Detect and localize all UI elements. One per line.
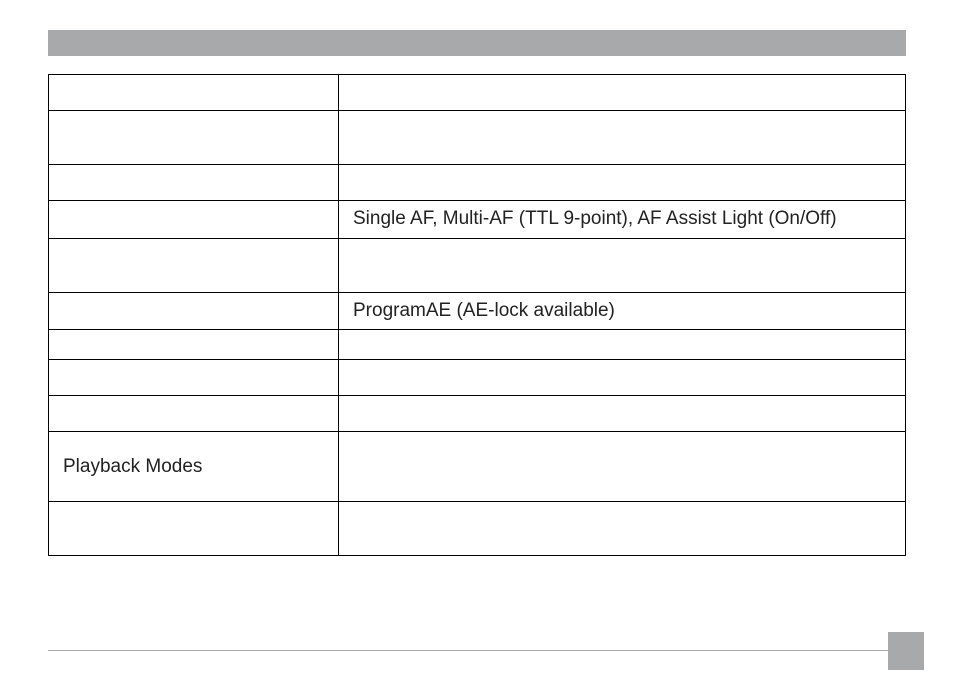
spec-value (339, 360, 906, 396)
spec-value (339, 330, 906, 360)
page-footer (48, 632, 924, 670)
table-row: ProgramAE (AE-lock available) (49, 292, 906, 330)
spec-label (49, 165, 339, 201)
spec-value (339, 432, 906, 502)
footer-rule (48, 650, 924, 651)
header-gray-bar (48, 30, 906, 56)
page-number-block (888, 632, 924, 670)
spec-table-body: Single AF, Multi-AF (TTL 9-point), AF As… (49, 75, 906, 556)
table-row (49, 502, 906, 556)
document-page: Single AF, Multi-AF (TTL 9-point), AF As… (0, 0, 954, 694)
table-row (49, 75, 906, 111)
spec-value: ProgramAE (AE-lock available) (339, 292, 906, 330)
table-row (49, 111, 906, 165)
spec-value (339, 238, 906, 292)
spec-value (339, 111, 906, 165)
spec-value (339, 165, 906, 201)
table-row (49, 238, 906, 292)
spec-label (49, 75, 339, 111)
table-row (49, 360, 906, 396)
spec-label (49, 238, 339, 292)
spec-label (49, 330, 339, 360)
spec-label (49, 111, 339, 165)
spec-label (49, 396, 339, 432)
spec-label (49, 201, 339, 239)
table-row: Single AF, Multi-AF (TTL 9-point), AF As… (49, 201, 906, 239)
table-row (49, 165, 906, 201)
spec-value (339, 502, 906, 556)
spec-label: Playback Modes (49, 432, 339, 502)
spec-value: Single AF, Multi-AF (TTL 9-point), AF As… (339, 201, 906, 239)
spec-value (339, 396, 906, 432)
spec-label (49, 502, 339, 556)
spec-table: Single AF, Multi-AF (TTL 9-point), AF As… (48, 74, 906, 556)
spec-label (49, 360, 339, 396)
spec-value (339, 75, 906, 111)
table-row (49, 396, 906, 432)
table-row: Playback Modes (49, 432, 906, 502)
spec-label (49, 292, 339, 330)
table-row (49, 330, 906, 360)
